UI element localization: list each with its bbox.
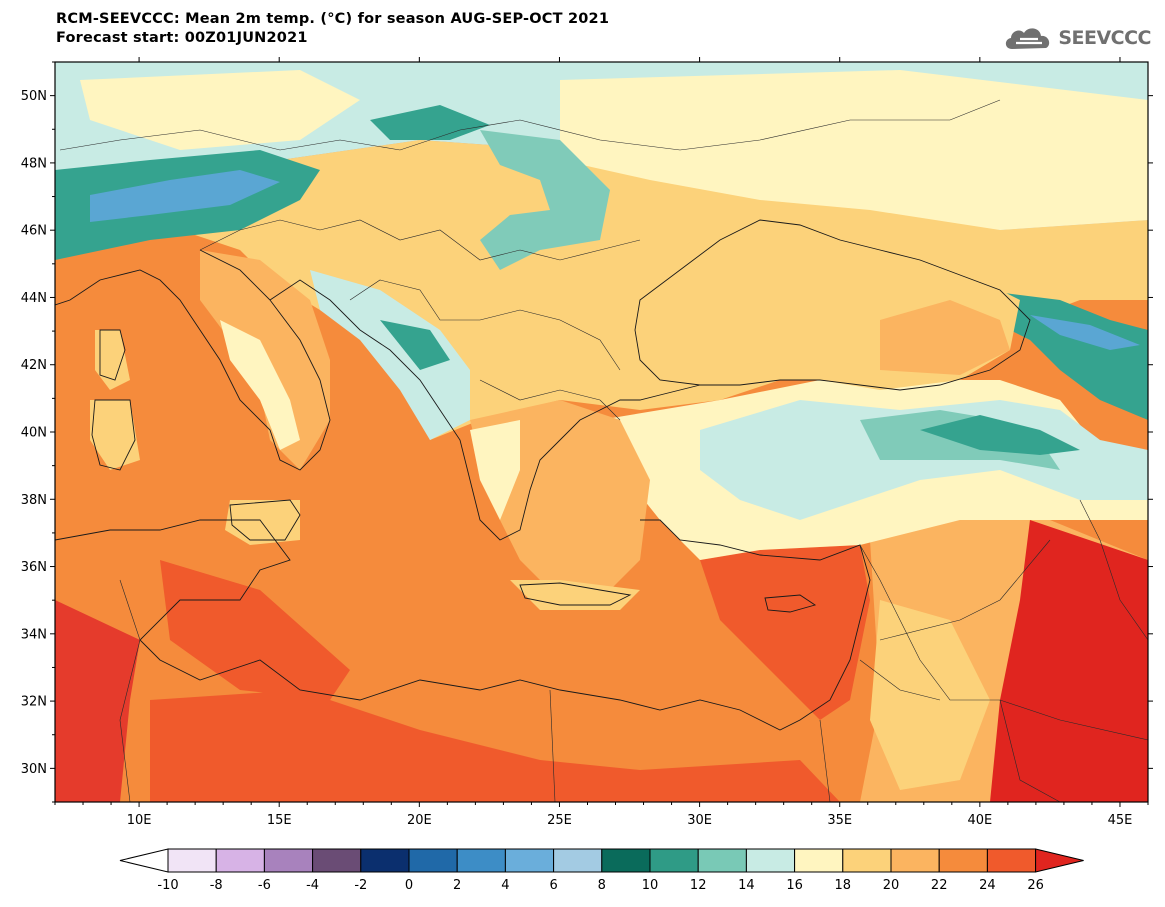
colorbar-tick-label: 16 <box>786 878 803 893</box>
logo-text: SEEVCCC <box>1058 27 1151 49</box>
colorbar-tick-label: 24 <box>979 878 996 893</box>
field-sardinia <box>90 400 140 470</box>
field-crete <box>510 580 640 610</box>
colorbar-swatch <box>167 848 217 873</box>
colorbar-tick-label: 18 <box>835 878 852 893</box>
map-title: RCM-SEEVCCC: Mean 2m temp. (°C) for seas… <box>56 10 609 48</box>
field-anatolia-dark <box>920 415 1080 455</box>
field-libya-hot <box>160 560 350 700</box>
colorbar-tick-label: 2 <box>453 878 461 893</box>
lon-tick-label: 20E <box>407 813 432 828</box>
colorbar-swatch <box>215 848 265 873</box>
field-black-sea-east <box>880 300 1010 375</box>
lon-tick-label: 15E <box>267 813 292 828</box>
colorbar-swatch <box>697 848 747 873</box>
lat-tick-label: 48N <box>21 156 47 171</box>
lat-tick-label: 40N <box>21 426 47 441</box>
lon-tick-label: 10E <box>127 813 152 828</box>
title-line-2: Forecast start: 00Z01JUN2021 <box>56 30 308 46</box>
colorbar-tick-label: 6 <box>549 878 557 893</box>
field-caucasus-teal <box>980 290 1148 420</box>
field-africa-south-hot <box>150 690 840 802</box>
field-iraq-hot <box>990 520 1148 802</box>
colorbar-swatch <box>649 848 699 873</box>
field-jordan-mild <box>870 600 990 790</box>
colorbar-tick-label: 20 <box>883 878 900 893</box>
field-corsica <box>95 330 130 390</box>
colorbar-tick-label: 26 <box>1027 878 1044 893</box>
field-africa-west-hot <box>55 600 140 802</box>
colorbar-tick-label: 10 <box>642 878 659 893</box>
lon-tick-label: 30E <box>687 813 712 828</box>
lon-tick-label: 45E <box>1108 813 1133 828</box>
colorbar-under-triangle <box>119 848 169 873</box>
colorbar-tick-label: -10 <box>157 878 178 893</box>
field-greece-cool <box>470 420 520 520</box>
lat-tick-label: 46N <box>21 224 47 239</box>
title-line-1: RCM-SEEVCCC: Mean 2m temp. (°C) for seas… <box>56 11 610 27</box>
lat-tick-label: 44N <box>21 291 47 306</box>
colorbar-swatch <box>601 848 651 873</box>
colorbar-swatch <box>408 848 458 873</box>
colorbar-swatch <box>263 848 314 873</box>
colorbar-tick-label: -8 <box>210 878 223 893</box>
field-caucasus-blue <box>1030 315 1140 350</box>
colorbar-swatch <box>456 848 506 873</box>
colorbar-over-triangle <box>1035 848 1084 873</box>
colorbar-tick-label: -2 <box>354 878 367 893</box>
colorbar-tick-label: 8 <box>598 878 606 893</box>
lat-tick-label: 36N <box>21 560 47 575</box>
field-alps-blue <box>90 170 280 222</box>
lat-tick-label: 42N <box>21 358 47 373</box>
colorbar-swatch <box>360 848 410 873</box>
colorbar-swatch <box>745 848 796 873</box>
field-poland-light <box>80 70 360 150</box>
colorbar-swatch <box>553 848 603 873</box>
lat-tick-label: 34N <box>21 627 47 642</box>
latitude-ticks: 50N 48N 46N 44N 42N 40N 38N 36N 34N 32N 30N <box>21 61 1153 803</box>
field-sicily <box>225 500 300 545</box>
colorbar-tick-label: 12 <box>690 878 707 893</box>
lat-tick-label: 30N <box>21 762 47 777</box>
colorbar-swatch <box>312 848 362 873</box>
colorbar-tick-label: -4 <box>306 878 319 893</box>
colorbar-tick-label: 22 <box>931 878 948 893</box>
colorbar-swatch <box>504 848 555 873</box>
colorbar-swatch <box>794 848 844 873</box>
field-ukraine-light <box>560 70 1148 230</box>
seevccc-logo: SEEVCCC <box>1002 22 1151 54</box>
field-carpathians <box>480 130 610 270</box>
longitude-ticks: 10E 15E 20E 25E 30E 35E 40E 45E <box>54 57 1149 828</box>
colorbar-swatch <box>938 848 988 873</box>
field-dinaric-cool <box>310 270 470 440</box>
field-levant-hot <box>700 545 870 720</box>
lon-tick-label: 25E <box>547 813 572 828</box>
colorbar-swatch <box>842 848 892 873</box>
colorbar-swatch <box>986 848 1037 873</box>
colorbar-swatch <box>890 848 940 873</box>
country-borders <box>59 99 1148 802</box>
coastlines <box>55 219 1031 731</box>
lon-tick-label: 40E <box>967 813 992 828</box>
colorbar-tick-label: 14 <box>738 878 755 893</box>
lat-tick-label: 38N <box>21 493 47 508</box>
colorbar-tick-label: -6 <box>258 878 271 893</box>
map-fields <box>55 62 1148 802</box>
field-dinaric-teal <box>380 320 450 370</box>
cloud-icon <box>1006 28 1050 49</box>
field-apennines-cool <box>220 320 300 450</box>
colorbar: -10 -8 -6 -4 -2 0 2 4 6 8 10 12 14 16 18 20 22 24 26 <box>119 848 1084 893</box>
colorbar-tick-label: 0 <box>405 878 413 893</box>
field-tatra-teal <box>370 105 490 140</box>
colorbar-tick-label: 4 <box>501 878 509 893</box>
lat-tick-label: 32N <box>21 695 47 710</box>
lon-tick-label: 35E <box>827 813 852 828</box>
lat-tick-label: 50N <box>21 89 47 104</box>
